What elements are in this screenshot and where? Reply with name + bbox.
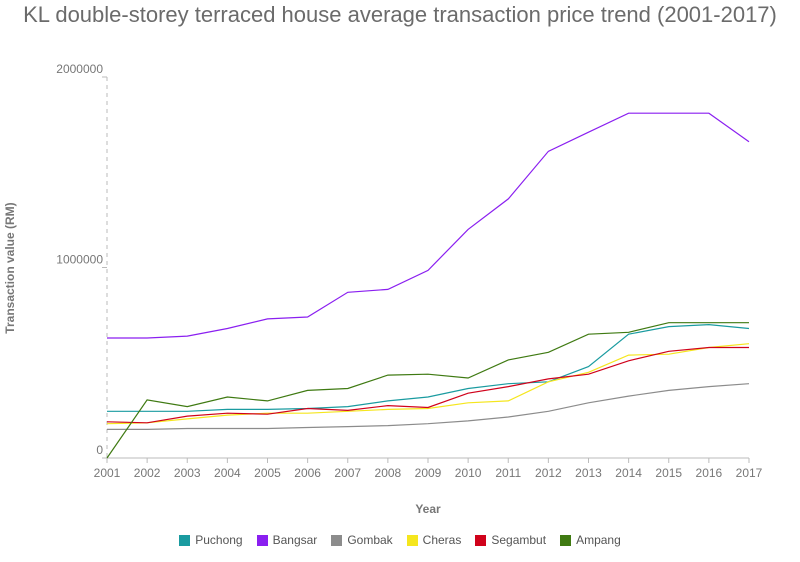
series-line-ampang xyxy=(106,322,749,459)
x-tick-label: 2003 xyxy=(174,466,201,480)
legend-item-gombak[interactable]: Gombak xyxy=(331,533,393,547)
series-line-puchong xyxy=(107,323,750,412)
x-tick-label: 2004 xyxy=(214,466,241,480)
legend-item-bangsar[interactable]: Bangsar xyxy=(256,533,318,547)
legend-label: Ampang xyxy=(576,533,621,547)
x-tick-label: 2012 xyxy=(535,466,562,480)
legend-label: Bangsar xyxy=(272,533,318,547)
x-tick-label: 2015 xyxy=(655,466,682,480)
legend-swatch xyxy=(179,534,191,546)
y-tick-label: 1000000 xyxy=(56,253,103,267)
legend-swatch xyxy=(406,534,418,546)
legend-item-cheras[interactable]: Cheras xyxy=(406,533,462,547)
x-axis-label: Year xyxy=(415,502,441,516)
x-tick-label: 2017 xyxy=(736,466,763,480)
legend-swatch xyxy=(475,534,487,546)
y-tick-label: 2000000 xyxy=(56,62,103,76)
y-axis-label: Transaction value (RM) xyxy=(3,202,17,333)
legend-item-puchong[interactable]: Puchong xyxy=(179,533,243,547)
x-tick-label: 2016 xyxy=(696,466,723,480)
series-line-segambut xyxy=(106,346,749,424)
x-tick-label: 2005 xyxy=(254,466,281,480)
legend-label: Puchong xyxy=(195,533,243,547)
legend-item-segambut[interactable]: Segambut xyxy=(475,533,546,547)
legend-swatch xyxy=(560,534,572,546)
chart-legend: Puchong Bangsar Gombak Cheras Segambut Ampang xyxy=(0,533,800,547)
x-tick-label: 2008 xyxy=(375,466,402,480)
legend-swatch xyxy=(256,534,268,546)
x-tick-label: 2011 xyxy=(495,466,521,480)
chart-title: KL double-storey terraced house average … xyxy=(23,2,777,27)
legend-label: Segambut xyxy=(491,533,547,547)
y-tick-label: 0 xyxy=(96,443,103,457)
series-line-bangsar xyxy=(107,112,750,339)
legend-label: Cheras xyxy=(422,533,462,547)
x-tick-label: 2013 xyxy=(575,466,602,480)
x-tick-label: 2010 xyxy=(455,466,482,480)
series-line-gombak xyxy=(107,383,750,430)
x-tick-label: 2001 xyxy=(94,466,121,480)
x-tick-label: 2002 xyxy=(134,466,161,480)
series-line-cheras xyxy=(106,343,750,425)
legend-label: Gombak xyxy=(347,533,393,547)
legend-item-ampang[interactable]: Ampang xyxy=(560,533,621,547)
x-tick-label: 2009 xyxy=(415,466,442,480)
x-tick-label: 2014 xyxy=(615,466,642,480)
x-tick-label: 2006 xyxy=(294,466,321,480)
x-tick-label: 2007 xyxy=(334,466,361,480)
legend-swatch xyxy=(331,534,343,546)
